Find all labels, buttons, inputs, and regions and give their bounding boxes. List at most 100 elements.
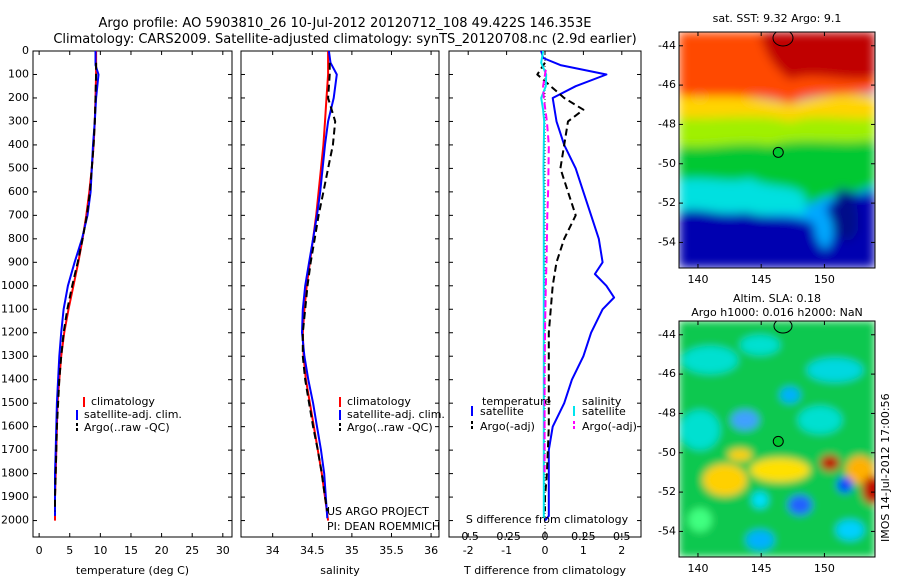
depth-tick-label: 1200 — [1, 326, 29, 339]
sst-map-panel: sat. SST: 9.32 Argo: 9.1 — [658, 12, 876, 286]
x-tick-label: -2 — [463, 544, 474, 557]
x-axis-label: temperature (deg C) — [76, 564, 189, 577]
pi-credit: PI: DEAN ROEMMICH — [327, 520, 440, 533]
x-tick-label: 34 — [266, 544, 280, 557]
legend-argo-raw: Argo(..raw -QC) — [84, 421, 170, 434]
title-line-1: Argo profile: AO 5903810_26 10-Jul-2012 … — [98, 16, 591, 31]
legend-sal-satellite: satellite — [582, 405, 626, 418]
legend-satellite-adj: satellite-adj. clim. — [84, 408, 182, 421]
lon-tick-label: 145 — [751, 273, 772, 286]
lat-tick-label: -48 — [658, 406, 676, 419]
depth-tick-label: 400 — [8, 138, 29, 151]
s-tick-label: -0.25 — [492, 530, 520, 543]
lat-tick-label: -54 — [658, 235, 676, 248]
salinity-profile-panel: 34 34.5 35 35.5 36 salinity — [240, 50, 440, 577]
lat-tick-label: -44 — [658, 328, 676, 341]
legend-header-salinity: salinity — [582, 395, 622, 408]
legend-climatology-2: climatology — [347, 395, 411, 408]
plot-frame — [240, 50, 440, 538]
lon-tick-label: 150 — [814, 562, 835, 575]
x-axis-label: T difference from climatology — [463, 564, 626, 577]
lat-tick-label: -44 — [658, 39, 676, 52]
legend-temp-argo: Argo(-adj) — [480, 420, 535, 433]
depth-tick-label: 600 — [8, 185, 29, 198]
title-line-2: Climatology: CARS2009. Satellite-adjuste… — [53, 32, 636, 47]
series-line — [54, 51, 100, 516]
depth-tick-label: 700 — [8, 208, 29, 221]
lat-tick-label: -50 — [658, 446, 676, 459]
project-credit: US ARGO PROJECT — [327, 505, 429, 518]
sst-argo-position-marker — [772, 146, 784, 158]
depth-tick-label: 1500 — [1, 396, 29, 409]
depth-tick-label: 100 — [8, 67, 29, 80]
s-tick-label: -0.5 — [457, 530, 478, 543]
legend-sal-argo: Argo(-adj) — [582, 420, 637, 433]
x-axis-label: salinity — [320, 564, 360, 577]
x-tick-label: -1 — [501, 544, 512, 557]
sla-map-title: Altim. SLA: 0.18 — [733, 292, 821, 305]
x-tick-label: 35 — [345, 544, 359, 557]
sst-map-field — [679, 32, 875, 268]
difference-profile-panel: -2 -1 0 1 2 T difference from climatology — [448, 50, 642, 577]
lat-tick-label: -54 — [658, 524, 676, 537]
s-tick-label: 0.5 — [613, 530, 631, 543]
lat-tick-label: -48 — [658, 117, 676, 130]
series-line — [301, 62, 337, 512]
x-tick-label: 36 — [424, 544, 438, 557]
lon-tick-label: 140 — [687, 273, 708, 286]
depth-tick-label: 2000 — [1, 514, 29, 527]
lat-tick-label: -50 — [658, 157, 676, 170]
imos-timestamp: IMOS 14-Jul-2012 17:00:56 — [879, 393, 892, 542]
depth-tick-label: 200 — [8, 91, 29, 104]
s-difference-label: S difference from climatology — [466, 513, 629, 526]
sla-map-subtitle: Argo h1000: 0.016 h2000: NaN — [691, 306, 863, 319]
x-tick-label: 20 — [155, 544, 169, 557]
temperature-legend: climatology satellite-adj. clim. Argo(..… — [76, 395, 182, 434]
depth-tick-label: 500 — [8, 161, 29, 174]
legend-satellite-adj-2: satellite-adj. clim. — [347, 408, 445, 421]
lat-tick-label: -52 — [658, 196, 676, 209]
s-tick-label: 0 — [542, 530, 549, 543]
legend-argo-raw-2: Argo(..raw -QC) — [347, 421, 433, 434]
x-tick-label: 30 — [216, 544, 230, 557]
series-line — [540, 50, 616, 522]
x-tick-label: 10 — [93, 544, 107, 557]
depth-tick-label: 300 — [8, 114, 29, 127]
x-tick-label: 1 — [580, 544, 587, 557]
difference-legend: temperature salinity satellite Argo(-adj… — [471, 395, 637, 433]
depth-tick-label: 1100 — [1, 302, 29, 315]
depth-tick-label: 1800 — [1, 467, 29, 480]
x-tick-label: 34.5 — [300, 544, 325, 557]
series-line — [542, 69, 550, 474]
temperature-profile-panel: 0100200300400500600700800900100011001200… — [1, 44, 233, 577]
lon-tick-label: 150 — [814, 273, 835, 286]
x-tick-label: 0 — [542, 544, 549, 557]
depth-tick-label: 1400 — [1, 373, 29, 386]
lat-tick-label: -52 — [658, 485, 676, 498]
series-line — [301, 50, 338, 519]
sla-argo-position-marker — [772, 435, 784, 447]
lon-tick-label: 140 — [687, 562, 708, 575]
depth-tick-label: 1600 — [1, 420, 29, 433]
x-tick-label: 15 — [124, 544, 138, 557]
depth-tick-label: 900 — [8, 255, 29, 268]
legend-header-temperature: temperature — [482, 395, 551, 408]
salinity-legend: climatology satellite-adj. clim. Argo(..… — [339, 395, 445, 434]
sst-map-title: sat. SST: 9.32 Argo: 9.1 — [713, 12, 842, 25]
depth-tick-label: 1000 — [1, 279, 29, 292]
x-tick-label: 35.5 — [379, 544, 404, 557]
x-tick-label: 25 — [185, 544, 199, 557]
s-difference-ticks: -0.5 -0.25 0 0.25 0.5 — [457, 530, 630, 543]
x-tick-label: 5 — [66, 544, 73, 557]
series-line — [536, 62, 585, 512]
legend-climatology: climatology — [91, 395, 155, 408]
series-line — [54, 62, 98, 512]
lat-tick-label: -46 — [658, 367, 676, 380]
depth-tick-label: 800 — [8, 232, 29, 245]
depth-tick-label: 1300 — [1, 349, 29, 362]
depth-tick-label: 1900 — [1, 490, 29, 503]
x-tick-label: 2 — [618, 544, 625, 557]
sla-map-panel: Altim. SLA: 0.18 Argo h1000: 0.016 h2000… — [658, 292, 876, 575]
s-tick-label: 0.25 — [571, 530, 596, 543]
